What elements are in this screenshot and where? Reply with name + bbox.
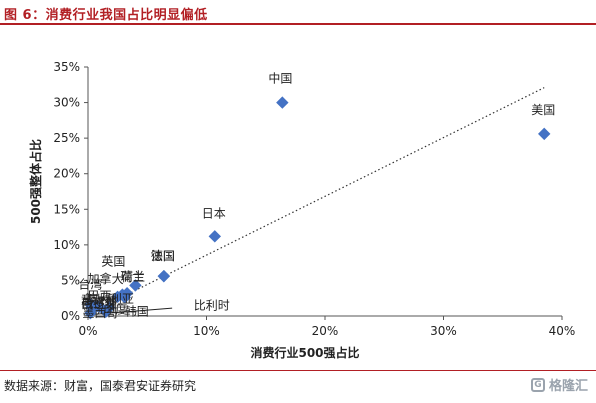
data-point — [116, 288, 129, 301]
y-tick-label: 10% — [53, 238, 80, 252]
y-tick-label: 30% — [53, 96, 80, 110]
title-rule — [0, 23, 596, 25]
point-label: 中国 — [268, 71, 292, 86]
source-note: 数据来源：财富，国泰君安证券研究 — [4, 379, 197, 393]
x-tick-label: 20% — [312, 324, 339, 338]
x-tick-label: 30% — [430, 324, 457, 338]
point-label: 比利时 — [194, 299, 230, 313]
trendline — [87, 87, 545, 315]
figure-title: 图 6：消费行业我国占比明显偏低 — [4, 8, 208, 23]
x-axis-title: 消费行业500强占比 — [250, 345, 359, 360]
x-tick-label: 40% — [549, 324, 576, 338]
data-point — [84, 298, 97, 311]
y-tick-label: 20% — [53, 167, 80, 181]
x-tick-label: 10% — [193, 324, 220, 338]
footer-rule — [0, 370, 596, 371]
watermark-logo-icon: G — [530, 377, 545, 392]
point-label: 荷兰 — [121, 270, 145, 284]
point-label: 西班牙 — [81, 297, 117, 311]
y-axis-title: 500强整体占比 — [28, 139, 43, 224]
watermark: G 格隆汇 — [530, 375, 588, 394]
point-label: 加拿大 — [88, 271, 124, 286]
watermark-text: 格隆汇 — [548, 379, 588, 394]
y-tick-label: 15% — [53, 202, 80, 216]
point-label: 日本 — [202, 206, 226, 220]
y-tick-label: 5% — [61, 273, 80, 287]
data-point — [84, 306, 97, 320]
data-point — [538, 127, 551, 141]
point-label: 法国 — [151, 249, 175, 263]
point-label: 巴西 — [87, 289, 111, 303]
point-label: 墨西哥 — [82, 306, 118, 320]
point-label: 英国 — [101, 254, 125, 268]
y-tick-label: 0% — [61, 309, 80, 323]
data-point — [129, 279, 142, 292]
point-label: 瑞士 — [120, 270, 144, 284]
point-label: 意大利 — [81, 292, 117, 307]
point-label: 韩国 — [125, 304, 149, 319]
data-point — [208, 230, 222, 243]
data-point — [276, 96, 289, 109]
point-label: 俄罗斯 — [82, 296, 118, 310]
point-label: 美国 — [531, 103, 555, 117]
y-tick-label: 25% — [53, 131, 80, 145]
point-label: 台湾 — [78, 277, 102, 292]
y-tick-label: 35% — [53, 60, 80, 74]
point-label: 德国 — [151, 248, 175, 263]
x-tick-label: 0% — [78, 324, 97, 338]
point-label: 澳大利亚 — [86, 292, 134, 306]
data-point — [157, 269, 171, 283]
point-label: 印度 — [103, 301, 127, 316]
scatter-chart: 0% 5% 10% 15% 20% 25% 30% 35% 0% 10% 20% 30% 40% 消费行业… — [28, 60, 576, 360]
